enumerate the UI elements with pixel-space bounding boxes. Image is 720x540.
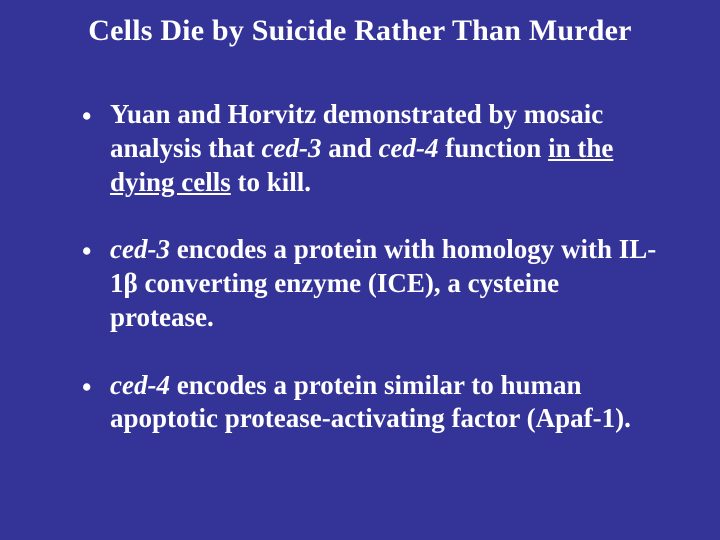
bullet-item: • ced-3 encodes a protein with homology … <box>82 233 660 334</box>
bullet-dot-icon: • <box>82 233 110 269</box>
bullet-text: Yuan and Horvitz demonstrated by mosaic … <box>110 98 660 199</box>
text-run: converting enzyme (ICE), a cysteine prot… <box>110 268 559 332</box>
bullet-dot-icon: • <box>82 369 110 405</box>
gene-name: ced-3 <box>262 133 322 163</box>
slide-body: • Yuan and Horvitz demonstrated by mosai… <box>82 98 660 470</box>
text-run: and <box>322 133 379 163</box>
text-run: encodes a protein similar to human apopt… <box>110 370 631 434</box>
gene-name: ced-4 <box>379 133 439 163</box>
slide-title: Cells Die by Suicide Rather Than Murder <box>0 14 720 48</box>
greek-beta: β <box>124 268 138 298</box>
bullet-text: ced-3 encodes a protein with homology wi… <box>110 233 660 334</box>
gene-name: ced-4 <box>110 370 170 400</box>
slide: Cells Die by Suicide Rather Than Murder … <box>0 0 720 540</box>
text-run: function <box>439 133 549 163</box>
bullet-item: • ced-4 encodes a protein similar to hum… <box>82 369 660 437</box>
text-run: to kill. <box>231 167 311 197</box>
bullet-text: ced-4 encodes a protein similar to human… <box>110 369 660 437</box>
bullet-item: • Yuan and Horvitz demonstrated by mosai… <box>82 98 660 199</box>
gene-name: ced-3 <box>110 234 170 264</box>
bullet-dot-icon: • <box>82 98 110 134</box>
